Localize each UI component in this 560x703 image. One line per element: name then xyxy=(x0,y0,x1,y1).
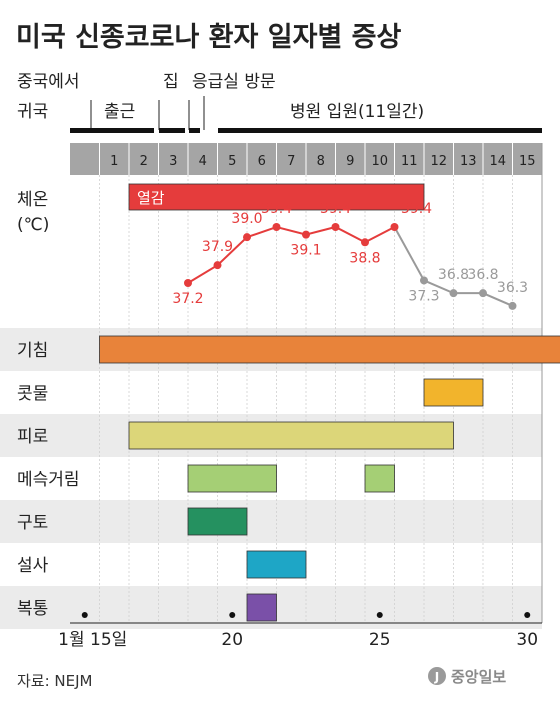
event-labels: 중국에서 귀국 출근 집 응급실 방문 병원 입원(11일간) xyxy=(17,72,424,122)
symptom-row-label: 구토 xyxy=(17,513,48,533)
temp-point xyxy=(420,276,428,285)
temp-point-label: 36.8 xyxy=(438,267,469,283)
symptom-row-label: 피로 xyxy=(17,427,48,447)
symptom-bar xyxy=(364,464,395,493)
day-number: 10 xyxy=(371,154,388,169)
temp-point-label: 39.0 xyxy=(231,211,262,227)
temp-point xyxy=(213,261,222,270)
date-tick-label: 20 xyxy=(221,630,243,650)
temp-point-label: 37.2 xyxy=(172,291,203,307)
symptom-bar xyxy=(128,183,425,211)
temp-point xyxy=(479,289,487,298)
temp-point-label: 37.9 xyxy=(202,239,233,255)
date-tick-label: 30 xyxy=(516,630,538,650)
event-return-line2: 귀국 xyxy=(17,102,48,122)
day-number: 14 xyxy=(489,154,506,169)
day-number: 3 xyxy=(169,154,177,169)
temp-point xyxy=(302,230,310,239)
day-number: 4 xyxy=(199,154,207,169)
day-number: 1 xyxy=(110,154,118,169)
joongang-logo: J 중앙일보 xyxy=(428,667,506,686)
symptom-row-label: 메슥거림 xyxy=(17,470,80,490)
event-return-line1: 중국에서 xyxy=(17,72,80,92)
date-tick-dot xyxy=(229,612,236,618)
date-tick-label: 25 xyxy=(369,630,391,650)
temp-point-label: 36.8 xyxy=(467,267,498,283)
symptom-bar xyxy=(423,378,484,407)
day-number: 6 xyxy=(258,154,266,169)
date-tick-dot xyxy=(376,612,383,618)
day-number: 13 xyxy=(460,154,477,169)
symptom-row-label: 설사 xyxy=(17,556,49,576)
date-tick-label: 1월 15일 xyxy=(58,630,127,650)
logo-mark-icon xyxy=(428,667,446,685)
day-number: 15 xyxy=(519,154,536,169)
symptom-bar xyxy=(187,507,248,536)
symptom-row-bg xyxy=(0,500,542,543)
day-number: 11 xyxy=(401,154,418,169)
symptom-row-label: 기침 xyxy=(17,341,48,361)
event-home: 집 xyxy=(163,72,179,92)
source-text: 자료: NEJM xyxy=(17,672,93,690)
symptom-row-backgrounds xyxy=(0,328,542,629)
symptom-row-label: 복통 xyxy=(17,599,48,619)
symptom-bar xyxy=(187,464,277,493)
temp-point-label: 39.4 xyxy=(401,201,432,217)
temp-point xyxy=(449,289,458,298)
symptom-bar xyxy=(246,593,277,622)
logo-mark-glyph: J xyxy=(434,670,439,684)
temp-point xyxy=(243,233,251,242)
date-tick-dot xyxy=(81,612,88,618)
day-number: 9 xyxy=(346,154,354,169)
event-work: 출근 xyxy=(104,102,135,122)
temp-point-label: 39.4 xyxy=(320,201,351,217)
symptom-bar xyxy=(99,335,560,364)
temperature-line: 37.237.939.039.439.139.438.839.437.336.8… xyxy=(172,201,528,310)
symptom-row-label: 콧물 xyxy=(17,384,48,404)
day-number: 8 xyxy=(317,154,325,169)
temp-point-label: 38.8 xyxy=(349,250,380,266)
symptom-bar xyxy=(128,421,454,450)
temp-point xyxy=(331,223,340,231)
temp-point-label: 36.3 xyxy=(497,280,528,296)
temp-point xyxy=(361,238,369,247)
temp-point xyxy=(508,301,517,310)
logo-text: 중앙일보 xyxy=(451,668,506,686)
temp-point-label: 39.4 xyxy=(261,201,292,217)
day-number: 12 xyxy=(430,154,447,169)
event-timeline xyxy=(70,128,542,133)
event-hospitalized: 병원 입원(11일간) xyxy=(290,102,424,122)
temp-label-line1: 체온 xyxy=(17,190,48,210)
date-axis: 1월 15일 20 25 30 xyxy=(58,612,538,650)
fever-bar-label: 열감 xyxy=(137,189,165,207)
day-labels: 1 2 3 4 5 6 7 8 9 10 11 12 13 14 15 xyxy=(99,143,536,175)
symptom-bar xyxy=(246,550,307,579)
day-number: 7 xyxy=(287,154,295,169)
temp-line-high xyxy=(187,225,395,284)
day-number: 2 xyxy=(140,154,148,169)
temp-point xyxy=(184,279,192,287)
temp-point-label: 37.3 xyxy=(408,288,439,304)
event-er-visit: 응급실 방문 xyxy=(192,72,276,92)
event-ticks xyxy=(90,96,205,130)
day-number: 5 xyxy=(228,154,236,169)
temp-label-line2: (℃) xyxy=(17,215,49,235)
chart-title: 미국 신종코로나 환자 일자별 증상 xyxy=(16,22,402,53)
temp-point-label: 39.1 xyxy=(290,243,321,259)
temp-point xyxy=(272,223,281,231)
symptom-bars xyxy=(99,183,560,622)
date-tick-dot xyxy=(524,612,531,618)
temp-point xyxy=(390,223,399,231)
